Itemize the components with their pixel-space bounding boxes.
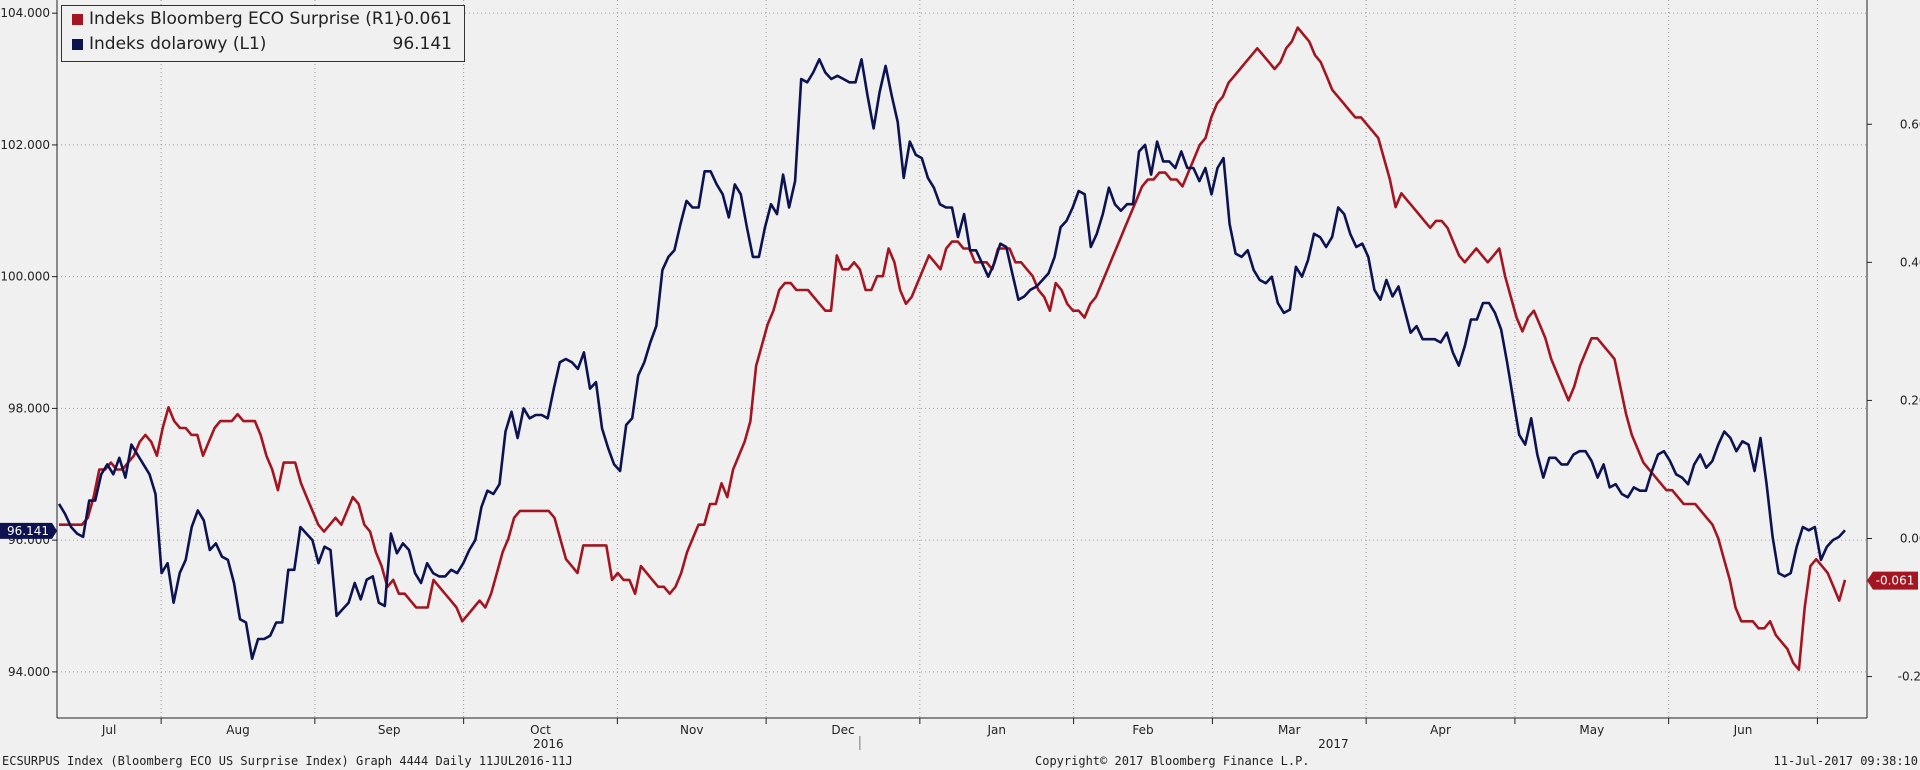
y-right-tick-label: 0.400	[1900, 255, 1920, 269]
y-left-tick-label: 100.000	[0, 270, 50, 284]
x-month-label: Sep	[378, 723, 401, 737]
x-year-label: 2016	[533, 737, 564, 751]
x-month-label: Jan	[986, 723, 1006, 737]
y-left-tick-label: 102.000	[0, 138, 50, 152]
last-value-badges: 96.141 -0.061	[0, 522, 1918, 590]
x-month-label: Jun	[1733, 723, 1753, 737]
x-axis-ticks: Jul Aug Sep Oct Nov Dec Jan Feb Mar Apr May Jun 2016…	[101, 723, 1753, 751]
legend-value-usd: 96.141	[392, 34, 452, 54]
y-right-tick-label: 0.600	[1900, 117, 1920, 131]
x-month-label: Jul	[101, 723, 116, 737]
x-month-label: Feb	[1132, 723, 1153, 737]
series-line-eco	[59, 26, 1847, 672]
legend-entry-usd: Indeks dolarowy (L1) 96.141	[62, 34, 464, 56]
legend-entry-eco: Indeks Bloomberg ECO Surprise (R1) -0.06…	[62, 9, 464, 31]
footer-copyright: Copyright© 2017 Bloomberg Finance L.P.	[1035, 754, 1310, 768]
x-year-label: 2017	[1318, 737, 1349, 751]
gridlines	[57, 0, 1867, 718]
legend-label-usd: Indeks dolarowy (L1)	[89, 34, 267, 54]
y-left-tick-label: 98.000	[8, 401, 50, 415]
right-axis-ticks: -0.200 0.000 0.200 0.400 0.600	[1898, 117, 1920, 683]
footer-left-text: ECSURPUS Index (Bloomberg ECO US Surpris…	[2, 754, 573, 768]
legend-swatch-usd	[72, 39, 83, 50]
x-month-label: Nov	[680, 723, 703, 737]
x-month-label: Dec	[831, 723, 854, 737]
left-badge-label: 96.141	[7, 524, 49, 538]
x-month-label: Aug	[226, 723, 249, 737]
y-right-tick-label: 0.200	[1900, 393, 1920, 407]
legend-swatch-eco	[72, 14, 83, 25]
y-left-tick-label: 94.000	[8, 665, 50, 679]
x-month-label: Apr	[1430, 723, 1451, 737]
series-line-usd	[57, 57, 1846, 661]
y-left-tick-label: 104.000	[0, 6, 50, 20]
legend-value-eco: -0.061	[397, 9, 452, 29]
footer: ECSURPUS Index (Bloomberg ECO US Surpris…	[2, 754, 1918, 768]
y-right-tick-label: -0.200	[1898, 670, 1920, 684]
x-month-label: Mar	[1278, 723, 1301, 737]
x-month-label: Oct	[530, 723, 551, 737]
y-right-tick-label: 0.000	[1900, 532, 1920, 546]
series-lines	[57, 26, 1847, 672]
left-badge-shape	[0, 522, 57, 539]
legend-label-eco: Indeks Bloomberg ECO Surprise (R1)	[89, 9, 402, 29]
axes	[52, 0, 1872, 750]
right-badge-shape	[1867, 571, 1918, 590]
x-month-label: May	[1579, 723, 1604, 737]
right-badge-label: -0.061	[1876, 574, 1915, 588]
chart-legend: Indeks Bloomberg ECO Surprise (R1) -0.06…	[61, 5, 465, 62]
footer-timestamp: 11-Jul-2017 09:38:10	[1774, 754, 1919, 768]
